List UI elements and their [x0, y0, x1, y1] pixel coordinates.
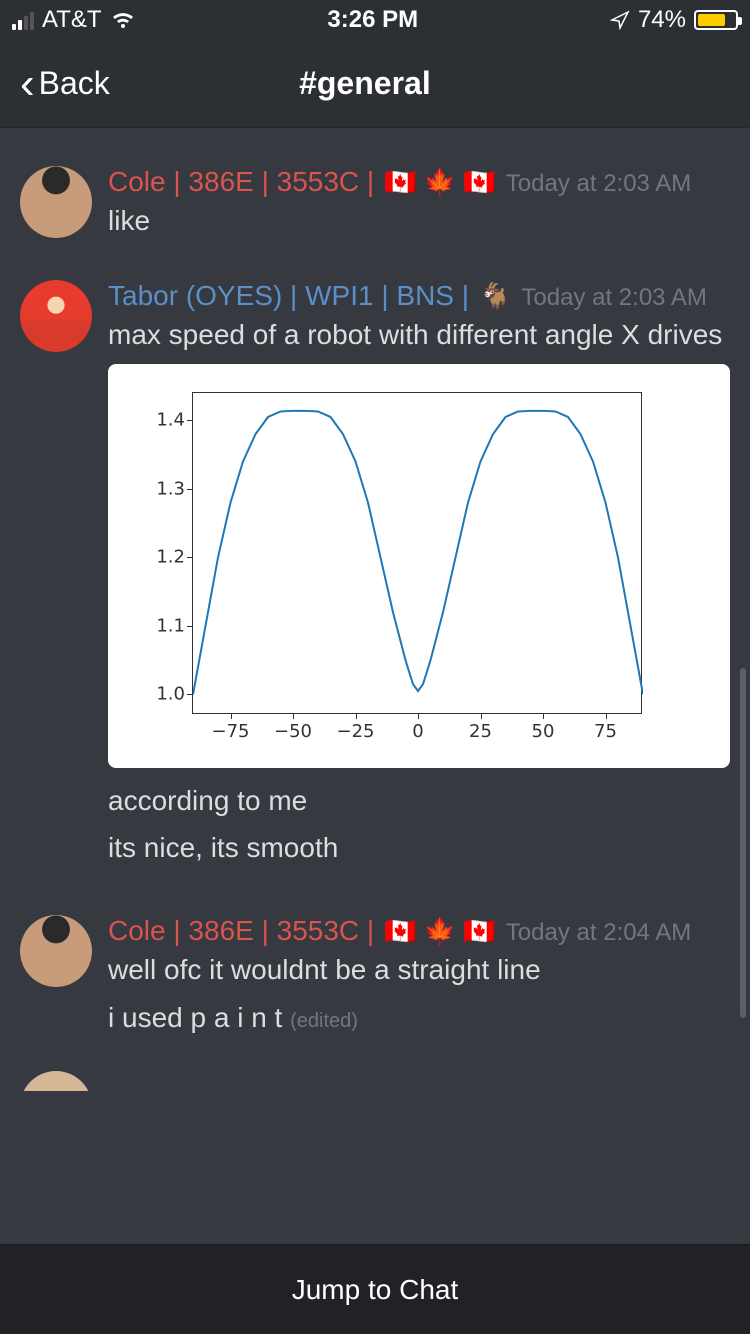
status-time: 3:26 PM: [327, 6, 418, 34]
message-body: Cole | 386E | 3553C | 🇨🇦 🍁 🇨🇦 Today at 2…: [108, 166, 730, 246]
channel-header: ‹ Back #general: [0, 40, 750, 128]
chart-xtick: −25: [337, 721, 375, 742]
message-header: Cole | 386E | 3553C | 🇨🇦 🍁 🇨🇦 Today at 2…: [108, 166, 730, 198]
author-name[interactable]: Cole | 386E | 3553C |: [108, 166, 374, 198]
message-text: its nice, its smooth: [108, 829, 730, 867]
chart-ytick: 1.1: [156, 615, 185, 636]
chart-attachment[interactable]: 1.0 1.1 1.2 1.3 1.4 −75 −50 −25 0 25 50 75: [108, 364, 730, 768]
message-body: Tabor (OYES) | WPI1 | BNS | 🐐 Today at 2…: [108, 280, 730, 873]
chart-ytick: 1.3: [156, 478, 185, 499]
status-left: AT&T: [12, 6, 136, 34]
message-text: like: [108, 202, 730, 240]
status-right: 74%: [610, 6, 738, 34]
cell-signal-icon: [12, 10, 34, 30]
jump-to-chat-button[interactable]: Jump to Chat: [0, 1244, 750, 1334]
message-text: max speed of a robot with different angl…: [108, 316, 730, 354]
chart-ytick: 1.2: [156, 547, 185, 568]
message-list[interactable]: Cole | 386E | 3553C | 🇨🇦 🍁 🇨🇦 Today at 2…: [0, 128, 750, 1244]
message[interactable]: Tabor (OYES) | WPI1 | BNS | 🐐 Today at 2…: [0, 272, 750, 881]
message-header: Cole | 386E | 3553C | 🇨🇦 🍁 🇨🇦 Today at 2…: [108, 915, 730, 947]
scroll-indicator[interactable]: [740, 668, 746, 1018]
message-text: well ofc it wouldnt be a straight line: [108, 951, 730, 989]
author-name[interactable]: Tabor (OYES) | WPI1 | BNS |: [108, 280, 469, 312]
message[interactable]: Cole | 386E | 3553C | 🇨🇦 🍁 🇨🇦 Today at 2…: [0, 158, 750, 254]
battery-percent: 74%: [638, 6, 686, 34]
message-text-inner: i used p a i n t: [108, 1002, 282, 1033]
chart-xtick: −75: [212, 721, 250, 742]
message[interactable]: [0, 1071, 750, 1091]
avatar[interactable]: [20, 280, 92, 352]
message-timestamp: Today at 2:03 AM: [521, 284, 706, 312]
ios-status-bar: AT&T 3:26 PM 74%: [0, 0, 750, 40]
message-body: Cole | 386E | 3553C | 🇨🇦 🍁 🇨🇦 Today at 2…: [108, 915, 730, 1043]
chart-xtick: −50: [274, 721, 312, 742]
avatar[interactable]: [20, 1071, 92, 1091]
message-timestamp: Today at 2:03 AM: [506, 170, 691, 198]
author-name[interactable]: Cole | 386E | 3553C |: [108, 915, 374, 947]
avatar[interactable]: [20, 166, 92, 238]
author-badges: 🇨🇦 🍁 🇨🇦: [384, 916, 496, 947]
message-timestamp: Today at 2:04 AM: [506, 919, 691, 947]
message-text: according to me: [108, 782, 730, 820]
message-header: Tabor (OYES) | WPI1 | BNS | 🐐 Today at 2…: [108, 280, 730, 312]
location-icon: [610, 10, 630, 30]
edited-label: (edited): [290, 1010, 358, 1032]
battery-fill: [698, 14, 725, 26]
message-text: i used p a i n t (edited): [108, 999, 730, 1037]
battery-icon: [694, 10, 738, 30]
message[interactable]: Cole | 386E | 3553C | 🇨🇦 🍁 🇨🇦 Today at 2…: [0, 907, 750, 1051]
chart-xtick: 0: [412, 721, 423, 742]
chart-xtick: 25: [469, 721, 492, 742]
chart: 1.0 1.1 1.2 1.3 1.4 −75 −50 −25 0 25 50 75: [122, 382, 672, 754]
author-badges: 🐐: [479, 281, 511, 312]
channel-title[interactable]: #general: [0, 65, 730, 102]
chart-ytick: 1.4: [156, 409, 185, 430]
chart-xtick: 50: [532, 721, 555, 742]
chart-ytick: 1.0: [156, 684, 185, 705]
wifi-icon: [110, 10, 136, 30]
author-badges: 🇨🇦 🍁 🇨🇦: [384, 167, 496, 198]
avatar[interactable]: [20, 915, 92, 987]
chart-xtick: 75: [594, 721, 617, 742]
jump-to-chat-label: Jump to Chat: [292, 1274, 459, 1306]
carrier-label: AT&T: [42, 6, 102, 34]
